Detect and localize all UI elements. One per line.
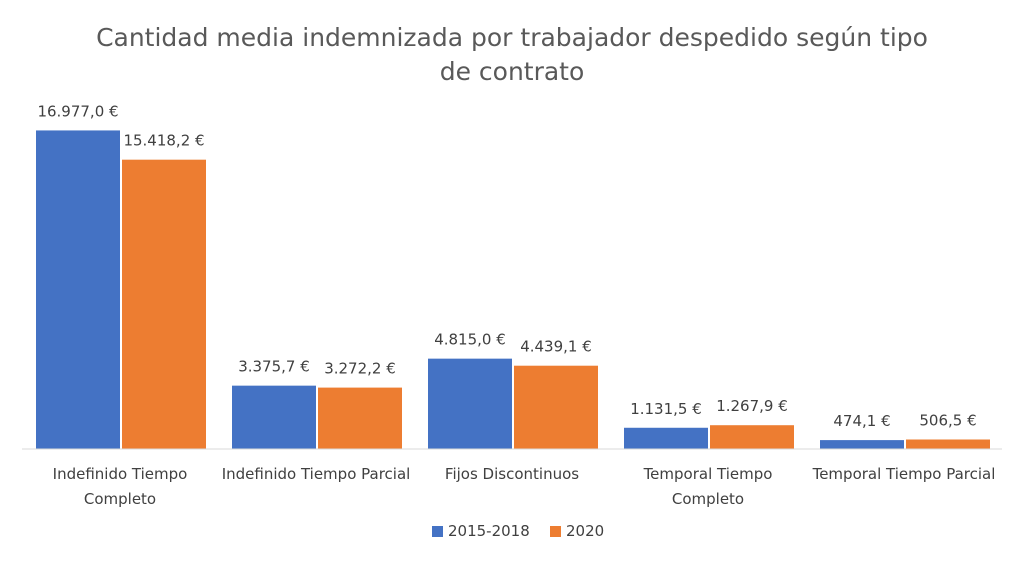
category-labels-layer: Indefinido Tiempo Completo Indefinido Tiem… bbox=[53, 465, 996, 508]
bar-2020-3 bbox=[710, 425, 794, 449]
category-label-1: Indefinido Tiempo Parcial bbox=[222, 465, 411, 483]
bar-2015-2018-3 bbox=[624, 427, 708, 449]
category-label-4: Temporal Tiempo Parcial bbox=[812, 465, 996, 483]
bar-2015-2018-0 bbox=[36, 130, 120, 450]
legend-label-2020: 2020 bbox=[566, 522, 604, 540]
bar-2015-2018-1 bbox=[232, 385, 316, 449]
data-label-2020-3: 1.267,9 € bbox=[716, 397, 788, 415]
legend-swatch-2015-2018 bbox=[432, 526, 443, 537]
data-label-2015-2018-1: 3.375,7 € bbox=[238, 358, 310, 376]
legend-swatch-2020 bbox=[550, 526, 561, 537]
chart-title: Cantidad media indemnizada por trabajado… bbox=[96, 23, 928, 86]
data-label-2015-2018-3: 1.131,5 € bbox=[630, 400, 702, 418]
data-label-2015-2018-2: 4.815,0 € bbox=[434, 331, 506, 349]
legend-label-2015-2018: 2015-2018 bbox=[448, 522, 530, 540]
bar-2015-2018-2 bbox=[428, 358, 512, 449]
data-labels-layer: 16.977,0 € 15.418,2 € 3.375,7 € 3.272,2 € 4.… bbox=[37, 102, 976, 430]
legend: 2015-2018 2020 bbox=[432, 522, 604, 540]
bar-2020-2 bbox=[514, 365, 598, 449]
data-label-2020-0: 15.418,2 € bbox=[123, 132, 204, 150]
bar-2020-1 bbox=[318, 387, 402, 449]
bar-2020-0 bbox=[122, 159, 206, 449]
category-label-0: Indefinido Tiempo bbox=[53, 465, 188, 483]
data-label-2020-2: 4.439,1 € bbox=[520, 338, 592, 356]
chart-title-line-1: Cantidad media indemnizada por trabajado… bbox=[96, 23, 928, 52]
bars-layer bbox=[36, 130, 990, 450]
category-label-3: Temporal Tiempo bbox=[643, 465, 773, 483]
bar-2020-4 bbox=[906, 439, 990, 449]
category-label-0: Completo bbox=[84, 490, 156, 508]
data-label-2020-1: 3.272,2 € bbox=[324, 360, 396, 378]
data-label-2015-2018-0: 16.977,0 € bbox=[37, 102, 118, 120]
chart-title-line-2: de contrato bbox=[440, 57, 585, 86]
data-label-2020-4: 506,5 € bbox=[919, 411, 976, 429]
category-label-2: Fijos Discontinuos bbox=[445, 465, 579, 483]
category-label-3: Completo bbox=[672, 490, 744, 508]
data-label-2015-2018-4: 474,1 € bbox=[833, 412, 890, 430]
bar-2015-2018-4 bbox=[820, 440, 904, 449]
